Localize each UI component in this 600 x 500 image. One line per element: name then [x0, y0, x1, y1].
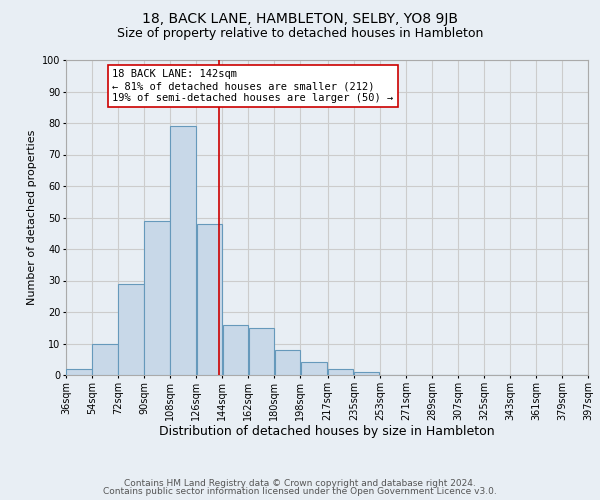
Text: Contains public sector information licensed under the Open Government Licence v3: Contains public sector information licen…	[103, 487, 497, 496]
X-axis label: Distribution of detached houses by size in Hambleton: Distribution of detached houses by size …	[159, 426, 495, 438]
Text: Size of property relative to detached houses in Hambleton: Size of property relative to detached ho…	[117, 28, 483, 40]
Bar	[92, 344, 118, 375]
Bar	[301, 362, 328, 375]
Text: 18, BACK LANE, HAMBLETON, SELBY, YO8 9JB: 18, BACK LANE, HAMBLETON, SELBY, YO8 9JB	[142, 12, 458, 26]
Bar	[223, 324, 248, 375]
Y-axis label: Number of detached properties: Number of detached properties	[26, 130, 37, 305]
Bar	[118, 284, 144, 375]
Bar	[354, 372, 379, 375]
Bar	[248, 328, 274, 375]
Text: 18 BACK LANE: 142sqm
← 81% of detached houses are smaller (212)
19% of semi-deta: 18 BACK LANE: 142sqm ← 81% of detached h…	[112, 70, 394, 102]
Bar	[275, 350, 300, 375]
Bar	[170, 126, 196, 375]
Bar	[67, 368, 92, 375]
Bar	[145, 220, 170, 375]
Text: Contains HM Land Registry data © Crown copyright and database right 2024.: Contains HM Land Registry data © Crown c…	[124, 478, 476, 488]
Bar	[328, 368, 353, 375]
Bar	[197, 224, 222, 375]
